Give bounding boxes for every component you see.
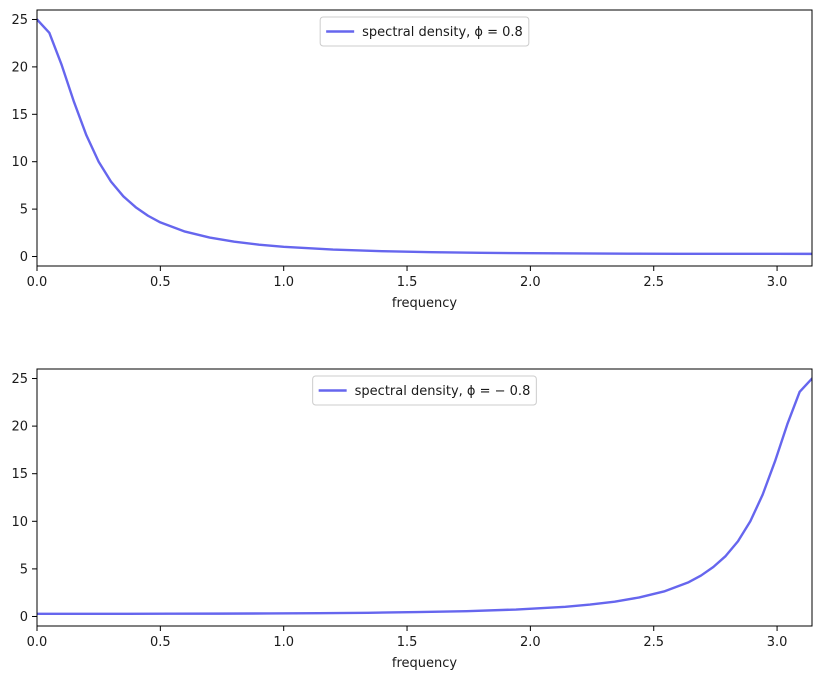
x-axis-label: frequency [392,656,458,671]
x-tick-label: 1.5 [397,635,418,650]
y-tick-label: 5 [20,203,28,218]
chart-phi-positive: 0.0 0.5 1.0 1.5 2.0 2.5 3.0 0 5 10 15 20 25 frequency… [11,9,813,311]
y-tick-label: 5 [20,562,28,577]
x-axis-label: frequency [392,296,458,311]
x-tick-label: 0.5 [150,635,171,650]
x-tick-label: 2.0 [520,275,541,290]
x-tick-label: 3.0 [767,275,788,290]
y-tick-label: 20 [11,420,28,435]
legend: spectral density, ϕ = 0.8 [319,16,530,47]
y-tick-label: 15 [11,467,28,482]
axes-frame [36,368,813,627]
x-tick-label: 1.5 [397,275,418,290]
x-tick-label: 2.5 [643,275,664,290]
axes-frame [36,9,813,267]
x-tick-label: 0.5 [150,275,171,290]
y-tick-label: 10 [11,155,28,170]
series-line-0 [37,18,812,256]
legend-box [319,16,530,47]
series-line-0 [37,377,812,616]
y-tick-label: 25 [11,372,28,387]
legend-label: spectral density, ϕ = − 0.8 [355,384,531,399]
legend-box [312,375,537,406]
x-tick-label: 2.0 [520,635,541,650]
y-tick-label: 20 [11,60,28,75]
x-tick-label: 1.0 [273,635,294,650]
y-tick-label: 0 [20,250,28,265]
y-tick-label: 15 [11,108,28,123]
x-tick-label: 2.5 [643,635,664,650]
y-tick-label: 25 [11,13,28,28]
chart-phi-negative: 0.0 0.5 1.0 1.5 2.0 2.5 3.0 0 5 10 15 20 25 frequency… [11,368,813,671]
legend: spectral density, ϕ = − 0.8 [312,375,537,406]
y-tick-label: 10 [11,515,28,530]
y-tick-label: 0 [20,610,28,625]
legend-label: spectral density, ϕ = 0.8 [362,25,523,40]
x-tick-label: 0.0 [27,275,48,290]
x-tick-label: 3.0 [767,635,788,650]
x-tick-label: 0.0 [27,635,48,650]
x-tick-label: 1.0 [273,275,294,290]
